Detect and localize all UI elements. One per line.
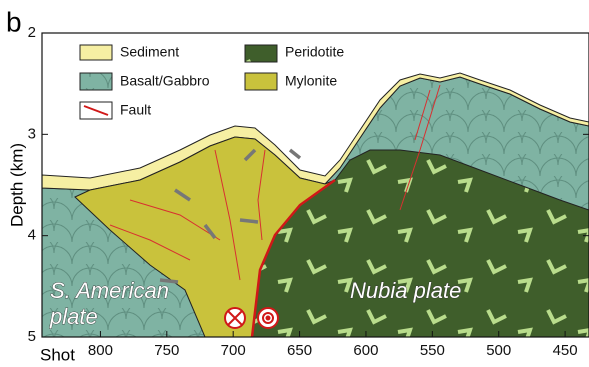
faults [109, 84, 441, 281]
mylonite-dashes [159, 148, 302, 284]
legend-swatch [244, 44, 278, 63]
plate-label: S. American [50, 278, 169, 303]
mylonite-layer [74, 136, 336, 337]
y-tick-label: 2 [28, 24, 36, 41]
legend-swatch [79, 44, 113, 61]
legend-label: Sediment [120, 44, 179, 60]
legend-swatch [79, 72, 113, 91]
x-tick-label: 800 [88, 342, 113, 359]
x-axis-label: Shot [40, 345, 75, 364]
legend: Sediment Basalt/Gabbro Fault Peridotite … [79, 44, 344, 120]
legend-swatch [244, 72, 278, 91]
legend-swatch [83, 105, 109, 116]
legend-label: Mylonite [285, 73, 337, 89]
cross-section [42, 72, 589, 337]
main-fault [250, 178, 336, 337]
frame [41, 32, 589, 338]
x-tick-label: 700 [221, 342, 246, 359]
x-tick-label: 550 [420, 342, 445, 359]
plate-label: plate [49, 304, 98, 329]
y-axis-label: Depth (km) [7, 143, 26, 227]
x-tick-label: 600 [353, 342, 378, 359]
plate-label: Nubia plate [350, 278, 461, 303]
x-tick-label: 450 [553, 342, 578, 359]
y-tick-label: 3 [28, 125, 36, 142]
x-tick-label: 500 [486, 342, 511, 359]
x-tick-label: 650 [287, 342, 312, 359]
motion-symbols [224, 307, 279, 329]
y-tick-label: 4 [28, 227, 36, 244]
legend-label: Peridotite [285, 44, 344, 60]
y-tick-label: 5 [28, 328, 36, 345]
legend-label: Fault [120, 102, 151, 118]
legend-label: Basalt/Gabbro [120, 73, 210, 89]
panel-label: b [6, 6, 22, 37]
x-tick-label: 750 [154, 342, 179, 359]
